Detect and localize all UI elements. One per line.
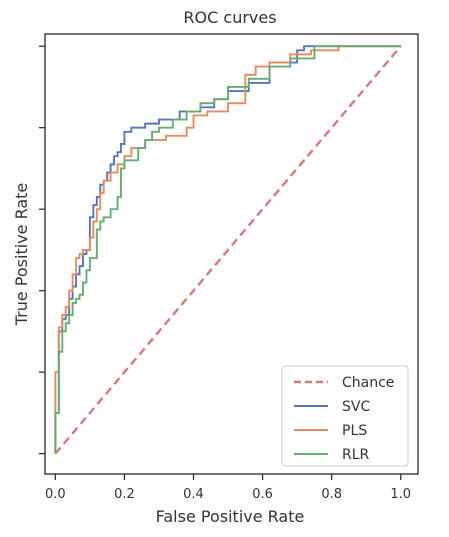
legend: Chance SVC PLS RLR (281, 365, 409, 467)
curves-layer (54, 45, 402, 455)
series-line-pls (54, 45, 401, 454)
legend-label-pls: PLS (342, 423, 367, 439)
y-axis-ticks (39, 45, 45, 455)
x-tick-label: 0.2 (114, 487, 135, 502)
x-tick-label: 0.6 (252, 487, 273, 502)
x-axis-label: False Positive Rate (156, 507, 305, 526)
x-tick-label: 0.0 (45, 487, 66, 502)
legend-label-svc: SVC (342, 399, 370, 415)
legend-label-rlr: RLR (342, 447, 370, 463)
x-tick-label: 0.4 (183, 487, 204, 502)
x-tick-label: 0.8 (321, 487, 342, 502)
x-axis-ticks: 0.0 0.2 0.4 0.6 0.8 1.0 (45, 474, 411, 502)
legend-label-chance: Chance (342, 375, 394, 391)
plot-frame (44, 33, 419, 475)
chart-title: ROC curves (183, 8, 276, 27)
legend-box (281, 365, 409, 467)
series-line-rlr (54, 45, 401, 454)
x-tick-label: 1.0 (390, 487, 411, 502)
y-axis-label: True Positive Rate (12, 183, 31, 327)
series-line-chance (54, 45, 402, 455)
